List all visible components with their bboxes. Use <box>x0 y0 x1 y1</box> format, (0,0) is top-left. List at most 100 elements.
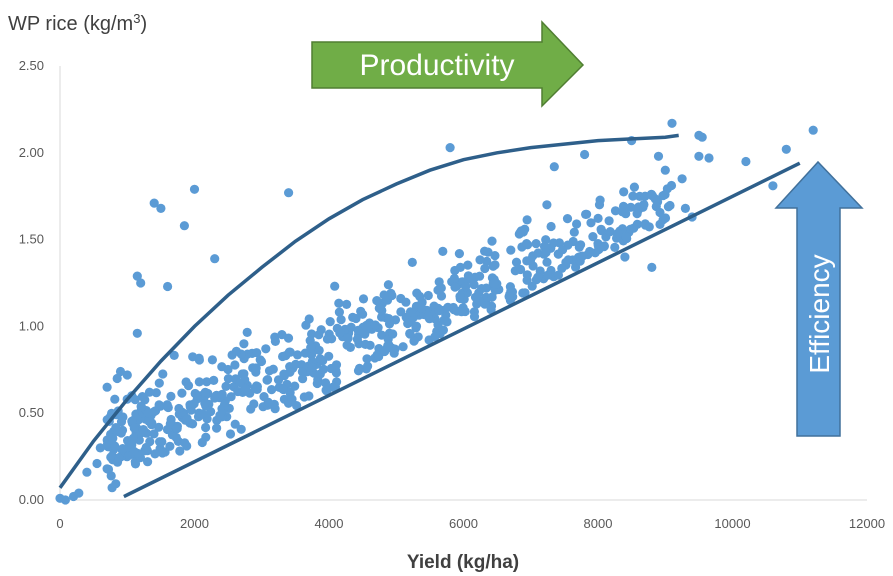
data-point <box>613 228 623 238</box>
data-point <box>307 362 318 372</box>
data-point <box>149 429 159 439</box>
data-point <box>407 257 417 267</box>
data-point <box>506 245 516 255</box>
data-point <box>290 381 300 391</box>
data-point <box>604 216 614 226</box>
data-point <box>129 423 139 433</box>
data-point <box>379 290 389 300</box>
data-point <box>542 200 552 210</box>
data-point <box>251 381 262 391</box>
data-point <box>262 375 272 385</box>
data-point <box>166 391 176 401</box>
data-point <box>102 382 112 392</box>
data-point <box>619 187 629 197</box>
data-point <box>210 393 220 403</box>
data-point <box>230 360 240 370</box>
data-point <box>306 343 316 353</box>
data-point <box>219 399 230 410</box>
data-point <box>223 374 233 384</box>
scatter-points <box>55 118 818 505</box>
data-point <box>346 322 356 332</box>
data-point <box>336 315 346 325</box>
data-point <box>312 378 322 389</box>
data-point <box>666 180 677 191</box>
data-point <box>768 181 778 191</box>
data-point <box>488 261 498 271</box>
data-point <box>449 273 459 283</box>
data-point <box>189 399 199 409</box>
data-point <box>677 174 687 184</box>
data-point <box>230 419 240 429</box>
data-point <box>144 387 155 397</box>
data-point <box>316 325 326 335</box>
data-point <box>179 221 189 231</box>
data-point <box>490 251 500 261</box>
data-point <box>351 313 361 324</box>
data-point <box>480 263 490 274</box>
data-point <box>200 387 210 397</box>
data-point <box>387 290 397 301</box>
data-point <box>549 238 559 248</box>
data-point <box>307 350 317 360</box>
data-point <box>781 144 791 154</box>
data-point <box>665 200 675 211</box>
data-point <box>315 354 325 364</box>
data-point <box>114 453 124 463</box>
data-point <box>405 329 415 339</box>
data-point <box>704 153 714 163</box>
data-point <box>251 363 261 373</box>
y-tick-labels: 0.00 0.50 1.00 1.50 2.00 2.50 <box>19 58 44 507</box>
data-point <box>417 303 427 313</box>
data-point <box>434 306 444 316</box>
data-point <box>122 370 132 380</box>
data-point <box>127 416 137 426</box>
y-tick-label: 1.50 <box>19 232 44 247</box>
data-point <box>163 281 173 292</box>
data-point <box>469 312 480 322</box>
data-point <box>383 280 393 290</box>
data-point <box>438 246 448 256</box>
x-tick-label: 4000 <box>315 516 344 531</box>
data-point <box>235 378 245 388</box>
data-point <box>650 194 660 204</box>
data-point <box>542 257 552 267</box>
data-point <box>138 425 148 435</box>
data-point <box>520 288 530 298</box>
data-point <box>157 448 168 458</box>
data-point <box>154 422 164 432</box>
y-tick-label: 2.00 <box>19 145 44 160</box>
data-point <box>298 374 308 384</box>
data-point <box>163 402 173 412</box>
data-point <box>132 271 142 281</box>
data-point <box>270 336 280 346</box>
data-point <box>287 394 297 404</box>
data-point <box>231 346 241 356</box>
data-point <box>694 151 704 161</box>
data-point <box>618 201 629 211</box>
data-point <box>201 422 211 433</box>
data-point <box>268 364 278 374</box>
data-point <box>172 423 182 434</box>
data-point <box>450 282 460 292</box>
data-point <box>511 257 522 267</box>
data-point <box>541 235 551 245</box>
data-point <box>363 361 373 371</box>
data-point <box>523 240 533 250</box>
data-point <box>384 314 394 324</box>
data-point <box>130 395 140 405</box>
data-point <box>741 156 751 167</box>
data-point <box>562 214 573 224</box>
data-point <box>569 227 579 237</box>
data-point <box>588 232 598 242</box>
data-point <box>171 432 181 443</box>
x-tick-label: 2000 <box>180 516 209 531</box>
data-point <box>557 263 567 273</box>
x-tick-label: 8000 <box>584 516 613 531</box>
data-point <box>577 251 588 261</box>
data-point <box>136 278 146 288</box>
data-point <box>396 307 406 317</box>
data-point <box>226 392 236 402</box>
data-point <box>372 296 382 306</box>
data-point <box>189 184 200 194</box>
data-point <box>461 282 471 292</box>
